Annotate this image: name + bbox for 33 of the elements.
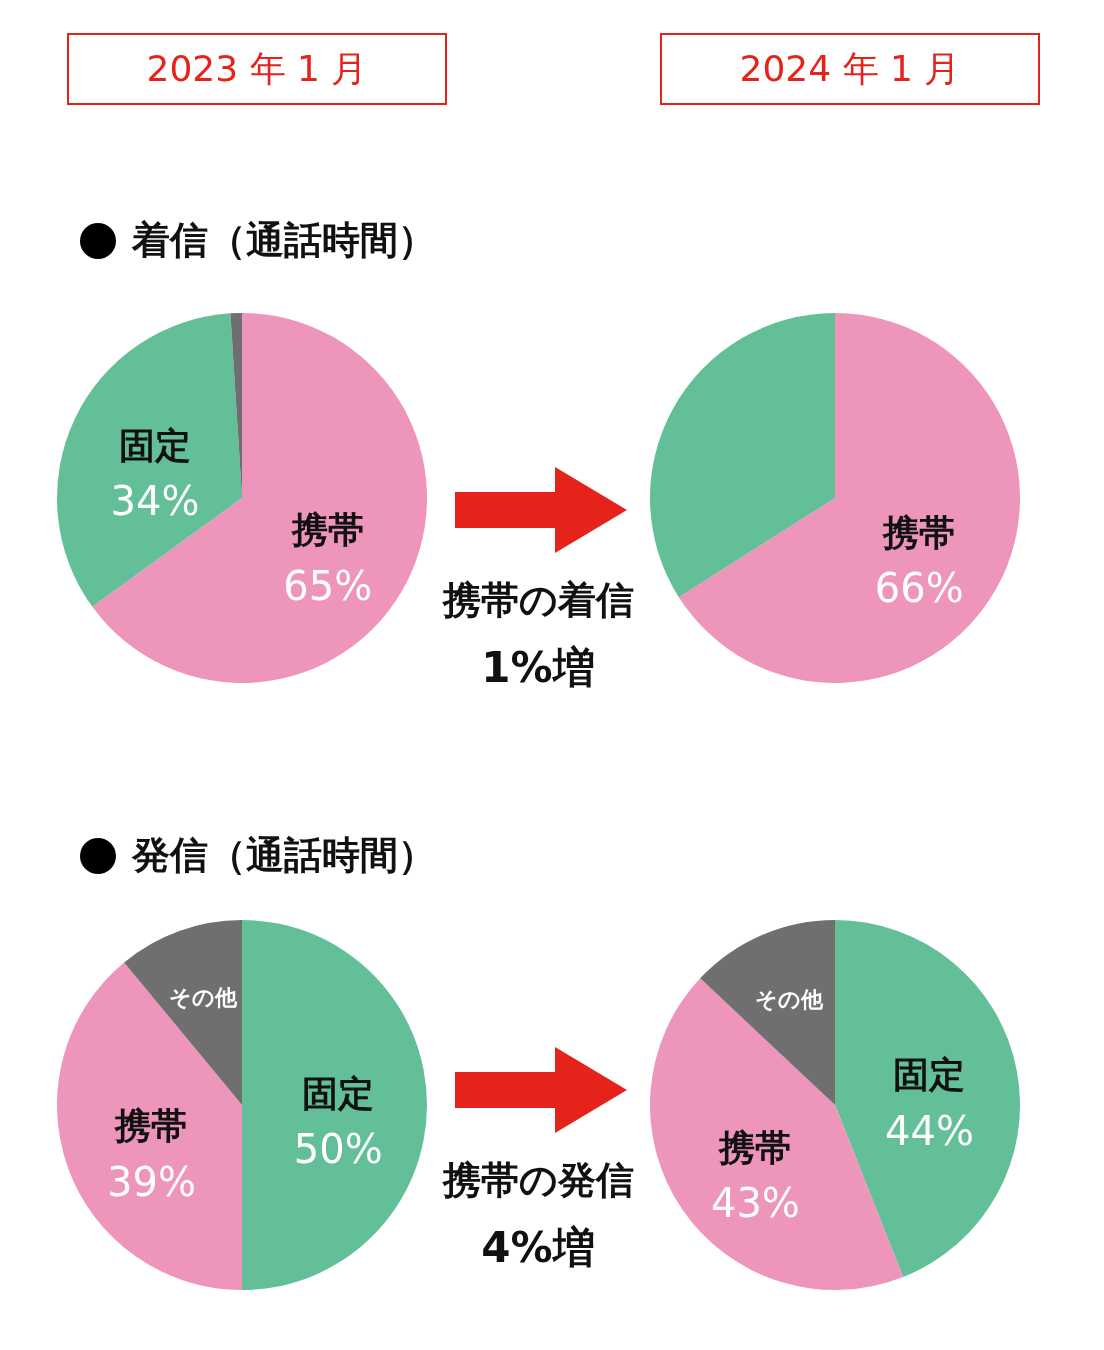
text: 携帯の発信	[441, 1157, 635, 1204]
text: 4%増	[480, 1222, 596, 1274]
data-label: 44%	[885, 1107, 974, 1154]
chart-title: 2023 年 1 月	[67, 33, 447, 105]
chart-title: 2024 年 1 月	[660, 33, 1040, 105]
data-label: 50%	[293, 1126, 383, 1172]
pie-slice	[92, 313, 427, 683]
slice-label: 携帯	[882, 511, 956, 553]
chart-subtitle: 発信（通話時間）	[132, 832, 436, 879]
slice-label: 携帯	[290, 509, 364, 551]
text: 携帯の着信	[441, 577, 635, 624]
text: 1%増	[480, 642, 596, 694]
pie-slice	[650, 313, 835, 598]
slice-label: その他	[755, 987, 825, 1013]
data-label: 34%	[110, 478, 200, 525]
pie-slice	[124, 920, 242, 1105]
pie-slice	[242, 920, 427, 1290]
pie-slice	[678, 313, 1020, 683]
slice-label: 固定	[893, 1054, 966, 1096]
data-label: 66%	[874, 565, 964, 612]
data-label: 39%	[107, 1158, 196, 1205]
slice-label: 固定	[118, 424, 191, 466]
slice-label: 固定	[302, 1072, 375, 1114]
pie-slice	[700, 920, 835, 1105]
slice-label: その他	[169, 984, 239, 1010]
data-label: 43%	[710, 1180, 800, 1227]
chart-subtitle: 着信（通話時間）	[132, 217, 436, 264]
pie-slice	[57, 313, 242, 607]
pie-slice	[835, 920, 1020, 1278]
pie-slice	[57, 962, 242, 1290]
data-label: 65%	[283, 562, 373, 609]
slice-label: 携帯	[114, 1105, 188, 1147]
slice-label: 携帯	[718, 1126, 792, 1168]
